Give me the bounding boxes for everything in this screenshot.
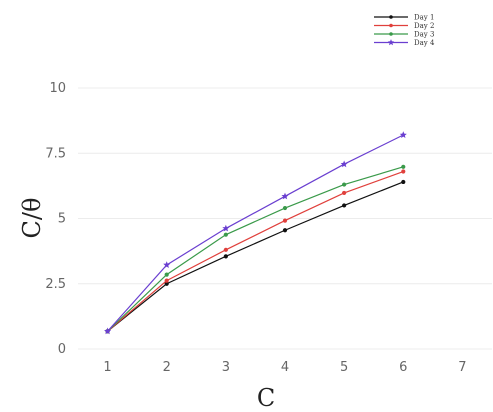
legend-item: Day 2 (374, 22, 434, 30)
x-tick-label: 4 (281, 360, 289, 375)
data-point (401, 179, 406, 185)
data-point (223, 247, 228, 252)
series-line (107, 181, 404, 332)
x-tick-label: 7 (458, 360, 466, 375)
data-point (104, 327, 112, 335)
series-day-3 (105, 164, 406, 334)
legend-marker (389, 32, 393, 36)
data-point (282, 205, 288, 211)
data-point (223, 254, 228, 259)
y-axis-ticks: 0 2.5 5 7.5 10 (45, 81, 66, 357)
x-tick-label: 3 (222, 360, 230, 375)
data-point (401, 169, 406, 174)
series-line (107, 170, 404, 332)
data-point (164, 278, 169, 283)
legend-item: Day 1 (374, 14, 434, 22)
data-point (222, 224, 230, 232)
x-tick-label: 2 (163, 360, 171, 375)
data-point (399, 131, 407, 138)
data-point (281, 192, 289, 200)
series-line (107, 166, 404, 332)
legend-label: Day 3 (414, 31, 434, 39)
legend-marker (389, 15, 393, 19)
series-day-1 (105, 179, 406, 334)
data-point (163, 261, 171, 268)
data-point (342, 182, 347, 187)
y-tick-label: 2.5 (45, 277, 66, 292)
legend-marker (387, 39, 395, 46)
x-tick-label: 5 (340, 360, 348, 375)
y-tick-label: 0 (58, 342, 66, 357)
series-line (107, 134, 404, 332)
data-series (104, 131, 407, 335)
x-axis-ticks: 1 2 3 4 5 6 7 (103, 360, 466, 375)
legend-item: Day 3 (374, 31, 434, 39)
data-point (164, 272, 169, 277)
data-point (401, 164, 406, 169)
data-point (164, 281, 169, 286)
y-axis-label: C/θ (18, 198, 46, 239)
legend-label: Day 4 (414, 39, 435, 47)
data-point (223, 232, 228, 237)
legend-marker (389, 23, 393, 28)
legend-label: Day 1 (414, 14, 434, 22)
x-axis-label: C (257, 384, 275, 412)
series-day-4 (104, 131, 407, 335)
y-tick-label: 5 (58, 212, 66, 227)
x-tick-label: 6 (399, 360, 407, 375)
legend-label: Day 2 (414, 22, 434, 30)
data-point (282, 218, 288, 223)
data-point (282, 228, 288, 233)
y-tick-label: 10 (49, 81, 66, 96)
legend-item: Day 4 (374, 39, 435, 47)
series-day-2 (105, 169, 406, 334)
x-tick-label: 1 (103, 360, 111, 375)
data-point (342, 203, 347, 208)
data-point (342, 190, 347, 196)
y-tick-label: 7.5 (45, 146, 66, 161)
data-point (340, 160, 348, 168)
